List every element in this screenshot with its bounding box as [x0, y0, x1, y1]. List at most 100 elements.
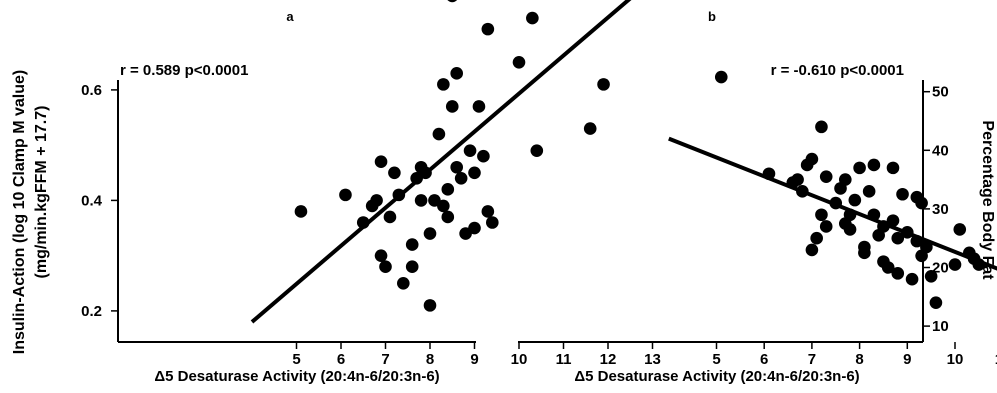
a-data-point: [392, 188, 406, 202]
b-data-point: [819, 220, 833, 233]
a-data-point: [437, 199, 450, 213]
panel-b-label: b: [708, 9, 716, 24]
b-data-point: [848, 193, 862, 207]
a-x-tick-label: 5: [292, 351, 300, 368]
a-data-point: [526, 11, 539, 25]
a-data-point: [374, 249, 388, 262]
a-data-point: [379, 260, 392, 274]
panel-a-x-axis-label: Δ5 Desaturase Activity (20:4n-6/20:3n-6): [154, 368, 439, 385]
b-data-point: [972, 258, 986, 271]
b-data-point: [862, 185, 876, 198]
panel-b: b r = -0.610 p<0.0001 10 20 30 40 50 5 6 7 8 9 10…: [518, 9, 997, 385]
b-data-point: [896, 187, 909, 201]
a-x-tick-label: 13: [644, 351, 661, 368]
a-data-point: [432, 127, 446, 141]
b-data-point: [924, 269, 938, 283]
panel-a-points: [294, 0, 610, 312]
a-data-point: [397, 276, 410, 290]
a-data-point: [481, 205, 495, 218]
a-data-point: [477, 149, 490, 163]
panel-b-points: [714, 70, 986, 309]
a-data-point: [441, 183, 455, 196]
a-x-tick-label: 6: [337, 351, 345, 368]
a-y-tick-label: 0.2: [81, 303, 102, 320]
b-data-point: [843, 208, 857, 222]
panel-a-fit-line: [250, 0, 632, 324]
a-data-point: [530, 144, 544, 157]
panel-b-annotation: r = -0.610 p<0.0001: [771, 62, 904, 79]
panel-a-y-axis-label: Insulin-Action (log 10 Clamp M value): [11, 70, 28, 354]
a-data-point: [294, 205, 308, 218]
a-x-tick-label: 11: [556, 351, 572, 368]
panel-a-x-ticks: 5 6 7 8 9 10 11 12 13: [292, 342, 661, 368]
a-x-tick-label: 7: [381, 351, 389, 368]
b-data-point: [762, 167, 776, 181]
b-x-tick-label: 11: [995, 351, 997, 368]
b-data-point: [810, 231, 823, 245]
b-data-point: [791, 173, 804, 186]
b-data-point: [953, 223, 967, 236]
panel-b-y-ticks: 10 20 30 40 50: [923, 84, 949, 335]
b-data-point: [891, 231, 905, 245]
a-data-point: [450, 67, 464, 80]
a-x-tick-label: 10: [511, 351, 528, 368]
b-data-point: [858, 240, 871, 254]
b-data-point: [843, 223, 857, 236]
a-data-point: [512, 55, 526, 69]
b-data-point: [948, 258, 962, 271]
a-data-point: [472, 100, 486, 113]
a-data-point: [370, 194, 383, 207]
b-data-point: [905, 272, 919, 286]
a-data-point: [486, 216, 499, 229]
a-data-point: [450, 160, 464, 174]
b-data-point: [881, 261, 895, 274]
b-data-point: [867, 158, 881, 172]
b-y-tick-label: 20: [932, 260, 949, 277]
b-data-point: [805, 243, 819, 257]
b-data-point: [929, 296, 943, 309]
a-data-point: [423, 227, 437, 240]
b-data-point: [891, 267, 905, 280]
b-data-point: [796, 185, 809, 198]
a-data-point: [468, 221, 481, 235]
a-data-point: [597, 78, 610, 91]
a-data-point: [356, 216, 370, 229]
b-y-tick-label: 40: [932, 142, 949, 159]
b-data-point: [910, 234, 924, 248]
b-data-point: [920, 240, 933, 254]
a-data-point: [414, 194, 428, 207]
a-y-tick-label: 0.4: [81, 192, 103, 209]
b-x-tick-label: 7: [808, 351, 816, 368]
a-data-point: [405, 238, 419, 251]
b-data-point: [867, 208, 881, 222]
a-data-point: [447, 0, 458, 3]
a-x-tick-label: 9: [470, 351, 478, 368]
a-data-point: [441, 210, 455, 224]
b-data-point: [805, 152, 819, 166]
b-data-point: [886, 214, 900, 227]
b-data-point: [829, 196, 843, 210]
panel-b-y-axis-label: Percentage Body Fat: [979, 120, 996, 280]
a-data-point: [405, 260, 419, 274]
a-data-point: [339, 188, 352, 202]
a-data-point: [468, 166, 481, 180]
b-y-tick-label: 10: [932, 318, 949, 335]
a-data-point: [445, 100, 459, 113]
b-y-tick-label: 50: [932, 84, 949, 101]
a-data-point: [374, 155, 388, 169]
b-x-tick-label: 5: [712, 351, 720, 368]
a-data-point: [583, 122, 597, 135]
b-x-tick-label: 9: [903, 351, 911, 368]
b-data-point: [815, 120, 828, 134]
panel-b-x-axis-label: Δ5 Desaturase Activity (20:4n-6/20:3n-6): [574, 368, 859, 385]
b-data-point: [714, 70, 728, 84]
b-x-tick-label: 6: [760, 351, 768, 368]
b-data-point: [815, 208, 828, 222]
b-data-point: [838, 173, 852, 186]
a-data-point: [383, 210, 397, 224]
b-data-point: [901, 226, 914, 239]
a-data-point: [423, 299, 437, 312]
panel-a-annotation: r = 0.589 p<0.0001: [120, 62, 248, 79]
panel-a-y-ticks: 0.20.40.60.81.0: [81, 82, 118, 320]
